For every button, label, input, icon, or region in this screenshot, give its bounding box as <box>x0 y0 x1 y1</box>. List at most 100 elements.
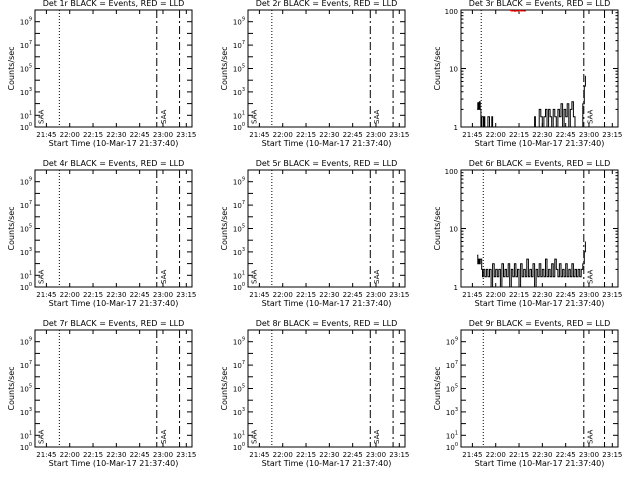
x-axis-label: Start Time (10-Mar-17 21:37:40) <box>262 299 392 308</box>
x-axis-label: Start Time (10-Mar-17 21:37:40) <box>262 459 392 468</box>
y-tick-label: 101 <box>20 110 32 120</box>
y-tick-exponent: 3 <box>455 407 458 413</box>
y-tick-base: 10 <box>233 386 242 394</box>
x-tick-label: 22:00 <box>486 291 506 299</box>
x-tick-label: 22:30 <box>532 131 552 139</box>
saa-label: SAA <box>586 109 594 124</box>
panel-title: Det 5r BLACK = Events, RED = LLD <box>256 159 398 168</box>
y-tick-label: 109 <box>20 337 32 347</box>
x-axis-label: Start Time (10-Mar-17 21:37:40) <box>475 299 605 308</box>
x-axis-label: Start Time (10-Mar-17 21:37:40) <box>262 139 392 148</box>
saa-label: SAA <box>373 269 381 284</box>
y-tick-base: 10 <box>20 272 29 280</box>
y-tick-base: 10 <box>20 432 29 440</box>
y-tick-base: 10 <box>446 409 455 417</box>
x-tick-label: 22:00 <box>60 451 80 459</box>
y-tick-exponent: 5 <box>29 384 32 390</box>
y-tick-exponent: 7 <box>242 200 245 206</box>
y-tick-exponent: 1 <box>29 430 32 436</box>
x-tick-label: 23:15 <box>389 291 409 299</box>
x-tick-label: 22:45 <box>556 291 576 299</box>
y-tick-label: 103 <box>20 87 32 97</box>
y-tick-base: 10 <box>233 202 242 210</box>
x-tick-label: 22:45 <box>130 291 150 299</box>
x-tick-label: 21:45 <box>249 451 269 459</box>
panel-title: Det 4r BLACK = Events, RED = LLD <box>43 159 185 168</box>
y-tick-exponent: 9 <box>29 17 32 23</box>
y-tick-base: 10 <box>20 19 29 27</box>
y-axis-label: Counts/sec <box>7 206 16 250</box>
saa-label: SAA <box>38 109 46 124</box>
y-tick-label: 101 <box>20 430 32 440</box>
y-axis-label: Counts/sec <box>220 366 229 410</box>
x-tick-label: 22:45 <box>556 131 576 139</box>
panel-title: Det 1r BLACK = Events, RED = LLD <box>43 0 185 8</box>
y-tick-base: 10 <box>20 112 29 120</box>
x-tick-label: 22:15 <box>83 291 103 299</box>
x-tick-label: 21:45 <box>36 451 56 459</box>
y-tick-base: 10 <box>233 362 242 370</box>
detector-panel-7: Det 7r BLACK = Events, RED = LLD 21:45 22:… <box>7 319 196 468</box>
y-tick-exponent: 9 <box>242 177 245 183</box>
x-tick-label: 22:30 <box>319 131 339 139</box>
y-tick-base: 10 <box>233 89 242 97</box>
y-tick-label: 107 <box>233 360 245 370</box>
y-tick-exponent: 5 <box>242 224 245 230</box>
y-axis-label: Counts/sec <box>433 206 442 250</box>
y-tick-base: 10 <box>20 284 29 292</box>
y-tick-exponent: 0 <box>29 122 32 128</box>
y-tick-base: 10 <box>233 444 242 452</box>
x-tick-label: 21:45 <box>462 131 482 139</box>
x-tick-label: 22:15 <box>509 291 529 299</box>
y-tick-exponent: 3 <box>242 87 245 93</box>
y-tick-label: 101 <box>446 430 458 440</box>
x-tick-label: 22:15 <box>296 131 316 139</box>
y-tick-base: 10 <box>233 124 242 132</box>
x-tick-label: 22:15 <box>296 291 316 299</box>
y-tick-exponent: 9 <box>29 337 32 343</box>
y-tick-label-top: 100 <box>445 168 458 176</box>
events-series-line <box>477 241 586 288</box>
x-tick-label: 23:15 <box>389 451 409 459</box>
plot-frame <box>34 169 193 288</box>
y-axis-label: Counts/sec <box>433 366 442 410</box>
y-tick-exponent: 9 <box>242 17 245 23</box>
y-tick-label-bottom: 100 <box>233 282 245 292</box>
x-tick-label: 23:00 <box>153 291 173 299</box>
saa-label: SAA <box>251 269 259 284</box>
panel-title: Det 2r BLACK = Events, RED = LLD <box>256 0 398 8</box>
panel-title: Det 3r BLACK = Events, RED = LLD <box>469 0 611 8</box>
y-tick-label: 103 <box>446 407 458 417</box>
y-tick-exponent: 1 <box>242 270 245 276</box>
y-tick-base: 10 <box>20 362 29 370</box>
x-tick-label: 23:00 <box>579 131 599 139</box>
y-tick-label: 109 <box>233 337 245 347</box>
y-tick-label: 105 <box>20 224 32 234</box>
y-tick-base: 10 <box>20 409 29 417</box>
y-tick-exponent: 5 <box>242 384 245 390</box>
x-tick-label: 22:30 <box>106 451 126 459</box>
y-tick-exponent: 1 <box>242 430 245 436</box>
x-tick-label: 22:30 <box>532 291 552 299</box>
events-series-line <box>477 75 586 128</box>
y-tick-label: 107 <box>446 360 458 370</box>
lld-series-line <box>509 10 526 12</box>
y-axis-label: Counts/sec <box>220 46 229 90</box>
y-tick-label: 10 <box>449 226 458 234</box>
x-tick-label: 21:45 <box>36 291 56 299</box>
plot-frame <box>34 9 193 128</box>
y-tick-label-bottom: 1 <box>454 284 458 292</box>
y-axis-label: Counts/sec <box>433 46 442 90</box>
x-tick-label: 23:15 <box>602 291 622 299</box>
panel-title: Det 6r BLACK = Events, RED = LLD <box>469 159 611 168</box>
x-tick-label: 23:00 <box>153 131 173 139</box>
y-tick-base: 10 <box>446 386 455 394</box>
y-tick-exponent: 3 <box>242 407 245 413</box>
y-tick-label: 105 <box>20 64 32 74</box>
x-axis-label: Start Time (10-Mar-17 21:37:40) <box>475 139 605 148</box>
y-tick-label-bottom: 100 <box>20 442 32 452</box>
y-tick-exponent: 3 <box>29 407 32 413</box>
saa-label: SAA <box>160 109 168 124</box>
y-tick-label: 103 <box>233 407 245 417</box>
saa-label: SAA <box>251 109 259 124</box>
